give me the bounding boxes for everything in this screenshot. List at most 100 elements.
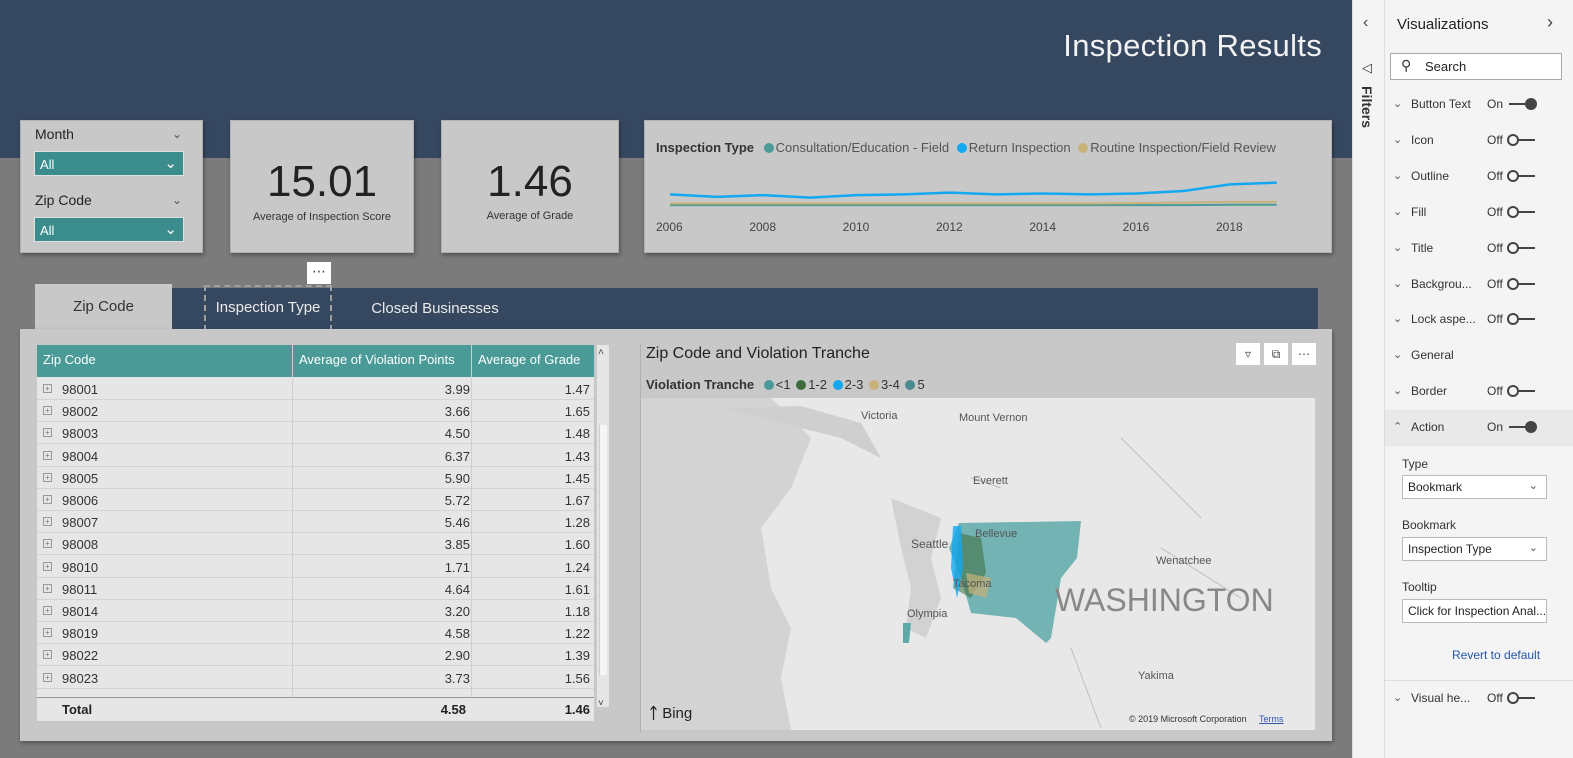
property-button-text[interactable]: ⌄ Button Text On <box>1385 87 1573 123</box>
toggle-switch[interactable] <box>1509 98 1537 110</box>
bookmark-dropdown[interactable]: Inspection Type ⌄ <box>1402 537 1547 561</box>
table-row[interactable]: +98008 3.85 1.60 <box>37 533 594 556</box>
toggle-switch[interactable] <box>1507 133 1535 146</box>
table-row[interactable]: +98014 3.20 1.18 <box>37 600 594 622</box>
tab-inspection-type[interactable]: Inspection Type <box>204 285 332 331</box>
scrollbar-thumb[interactable] <box>599 425 607 675</box>
property-outline[interactable]: ⌄ Outline Off <box>1385 159 1573 195</box>
table-row[interactable]: +98023 3.73 1.56 <box>37 667 594 689</box>
expand-icon[interactable]: + <box>43 406 52 416</box>
expand-icon[interactable]: + <box>43 650 52 660</box>
line-chart-card[interactable]: Inspection Type Consultation/Education -… <box>644 120 1332 253</box>
kpi-card-grade[interactable]: 1.46 Average of Grade <box>441 120 619 253</box>
table-row[interactable]: +98001 3.99 1.47 <box>37 378 594 400</box>
revert-to-default-link[interactable]: Revert to default <box>1452 648 1541 662</box>
property-general[interactable]: ⌄ General <box>1385 338 1573 374</box>
scroll-down-icon[interactable]: ˅ <box>598 698 604 709</box>
toggle-switch[interactable] <box>1507 241 1535 254</box>
table-row[interactable]: +98022 2.90 1.39 <box>37 644 594 667</box>
filter-icon[interactable]: ▿ <box>1236 343 1260 365</box>
map-canvas[interactable]: Victoria Mount Vernon Everett Seattle Be… <box>641 398 1315 730</box>
tab-closed-businesses[interactable]: Closed Businesses <box>371 300 499 317</box>
search-input[interactable]: ⚲ Search <box>1390 53 1562 80</box>
table-scrollbar[interactable]: ˄ ˅ <box>597 345 609 709</box>
map-visual[interactable]: Zip Code and Violation Tranche ▿ ⧉ ⋯ Vio… <box>641 343 1316 730</box>
expand-icon[interactable]: + <box>43 495 52 504</box>
property-visual-header[interactable]: ⌄ Visual he... Off <box>1385 680 1573 716</box>
table-row[interactable]: +98007 5.46 1.28 <box>37 511 594 534</box>
toggle-switch[interactable] <box>1507 277 1535 290</box>
collapse-left-icon[interactable]: ‹ <box>1363 14 1369 31</box>
more-options-icon[interactable]: ⋯ <box>1292 343 1316 365</box>
table-row[interactable]: +98003 4.50 1.48 <box>37 422 594 445</box>
map-terms-link[interactable]: Terms <box>1259 714 1284 724</box>
property-icon[interactable]: ⌄ Icon Off <box>1385 123 1573 159</box>
cell-zip: 98007 <box>62 515 99 531</box>
focus-mode-icon[interactable]: ⧉ <box>1264 343 1288 365</box>
legend-item[interactable]: <1 <box>758 377 791 392</box>
property-fill[interactable]: ⌄ Fill Off <box>1385 195 1573 231</box>
table-row[interactable]: +98019 4.58 1.22 <box>37 622 594 645</box>
series-line-2[interactable] <box>670 200 1277 205</box>
column-header-zip[interactable]: Zip Code <box>37 345 292 377</box>
toggle-switch[interactable] <box>1507 205 1535 218</box>
expand-icon[interactable]: + <box>43 606 52 615</box>
legend-item[interactable]: 2-3 <box>831 377 863 392</box>
series-line-1[interactable] <box>669 181 1277 199</box>
chevron-down-icon[interactable]: ⌄ <box>171 127 182 141</box>
expand-icon[interactable]: + <box>43 428 52 438</box>
expand-icon[interactable]: + <box>43 672 52 682</box>
legend-item[interactable]: Return Inspection <box>953 140 1071 155</box>
filters-label[interactable]: Filters <box>1359 86 1375 129</box>
property-title[interactable]: ⌄ Title Off <box>1385 231 1573 267</box>
filter-icon[interactable]: ◁ <box>1362 60 1372 75</box>
x-tick-label: 2010 <box>843 220 870 234</box>
table-row[interactable]: +98004 6.37 1.43 <box>37 445 594 467</box>
property-action[interactable]: ⌃ Action On <box>1385 410 1573 447</box>
kpi-card-inspection-score[interactable]: 15.01 Average of Inspection Score <box>230 120 414 253</box>
type-dropdown[interactable]: Bookmark ⌄ <box>1402 475 1547 499</box>
expand-icon[interactable]: + <box>43 628 52 638</box>
expand-icon[interactable]: + <box>43 539 52 549</box>
scroll-up-icon[interactable]: ˄ <box>598 347 604 358</box>
zip-code-table[interactable]: Zip Code Average of Violation Points Ave… <box>37 345 594 721</box>
legend-item[interactable]: 3-4 <box>867 377 900 392</box>
expand-icon[interactable]: + <box>43 450 52 460</box>
filters-pane-collapsed[interactable]: ‹ ◁ Filters <box>1353 0 1385 758</box>
table-row[interactable]: +98002 3.66 1.65 <box>37 400 594 423</box>
toggle-knob <box>1525 98 1537 110</box>
zip-dropdown[interactable]: All ⌄ <box>34 217 184 242</box>
property-lock-aspe[interactable]: ⌄ Lock aspe... Off <box>1385 302 1573 338</box>
expand-icon[interactable]: + <box>43 583 52 593</box>
property-backgrou[interactable]: ⌄ Backgrou... Off <box>1385 267 1573 303</box>
expand-icon[interactable]: + <box>43 472 52 482</box>
expand-icon[interactable]: + <box>43 561 52 571</box>
chevron-down-icon[interactable]: ⌄ <box>171 193 182 207</box>
toggle-switch[interactable] <box>1507 313 1535 326</box>
legend-item[interactable]: 5 <box>903 377 925 392</box>
toggle-switch[interactable] <box>1509 421 1537 434</box>
property-border[interactable]: ⌄ Border Off <box>1385 374 1573 410</box>
toggle-switch[interactable] <box>1507 692 1535 704</box>
table-row[interactable]: +98010 1.71 1.24 <box>37 556 594 578</box>
toggle-switch[interactable] <box>1507 169 1535 182</box>
column-header-grade[interactable]: Average of Grade <box>472 345 594 377</box>
legend-item[interactable]: Consultation/Education - Field <box>758 140 949 155</box>
more-options-button[interactable]: ⋯ <box>307 262 331 284</box>
ocean-area <box>641 398 811 730</box>
tab-zip-code[interactable]: Zip Code <box>35 284 172 330</box>
collapse-right-icon[interactable]: › <box>1547 12 1553 32</box>
table-row[interactable]: +98005 5.90 1.45 <box>37 467 594 489</box>
legend-item[interactable]: Routine Inspection/Field Review <box>1074 140 1276 155</box>
toggle-switch[interactable] <box>1507 385 1535 398</box>
column-header-violation-points[interactable]: Average of Violation Points <box>293 345 471 377</box>
expand-icon[interactable]: + <box>43 517 52 527</box>
toggle-knob <box>1507 313 1519 326</box>
kpi-label: Average of Inspection Score <box>253 211 391 223</box>
tooltip-input[interactable]: Click for Inspection Anal... <box>1402 599 1547 623</box>
expand-icon[interactable]: + <box>43 384 52 393</box>
legend-item[interactable]: 1-2 <box>794 377 827 392</box>
table-row[interactable]: +98006 5.72 1.67 <box>37 489 594 511</box>
month-dropdown[interactable]: All ⌄ <box>34 151 184 176</box>
table-row[interactable]: +98011 4.64 1.61 <box>37 578 594 600</box>
